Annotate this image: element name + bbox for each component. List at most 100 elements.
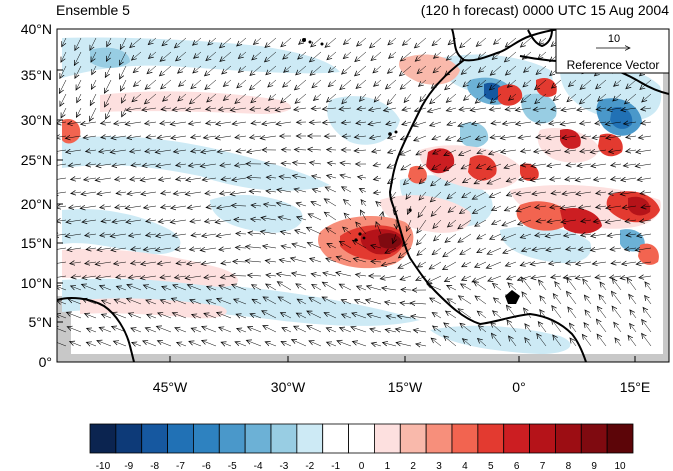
wind-vector bbox=[194, 51, 202, 58]
wind-vector bbox=[504, 163, 517, 168]
wind-vector bbox=[128, 276, 142, 278]
wind-vector bbox=[430, 298, 442, 305]
wind-vector bbox=[446, 51, 457, 60]
wind-vector bbox=[642, 93, 652, 102]
wind-vector bbox=[265, 261, 277, 262]
wind-vector bbox=[143, 285, 157, 291]
wind-vector bbox=[82, 299, 97, 305]
wind-vector bbox=[275, 108, 292, 110]
wind-vector bbox=[535, 206, 547, 208]
wind-vector bbox=[579, 206, 592, 208]
wind-vector bbox=[281, 341, 292, 347]
wind-vector bbox=[202, 178, 217, 180]
wind-vector bbox=[614, 79, 622, 86]
wind-vector bbox=[309, 298, 322, 305]
wind-vector bbox=[611, 262, 622, 263]
wind-vector bbox=[414, 108, 427, 111]
wind-vector bbox=[607, 234, 622, 236]
wind-vector bbox=[643, 307, 652, 319]
wind-vector bbox=[635, 164, 652, 166]
wind-vector bbox=[595, 276, 607, 278]
colorbar-tick-label: -9 bbox=[124, 461, 133, 471]
wind-vector bbox=[505, 37, 517, 47]
wind-vector bbox=[279, 260, 292, 262]
wind-vector bbox=[162, 286, 172, 290]
wind-vector bbox=[447, 285, 457, 291]
wind-vector bbox=[170, 220, 187, 222]
wind-vector bbox=[292, 244, 307, 249]
wind-vector bbox=[122, 107, 126, 117]
wind-vector bbox=[551, 108, 562, 110]
wind-vector bbox=[620, 276, 637, 278]
wind-vector bbox=[389, 51, 397, 58]
wind-vector bbox=[266, 65, 277, 75]
wind-vector bbox=[202, 326, 217, 333]
wind-vector bbox=[250, 136, 262, 138]
wind-vector bbox=[395, 329, 412, 332]
wind-vector bbox=[564, 234, 577, 236]
wind-vector bbox=[628, 335, 637, 347]
wind-vector bbox=[539, 37, 547, 44]
wind-vector bbox=[535, 93, 547, 104]
wind-vector bbox=[101, 314, 112, 318]
wind-vector bbox=[410, 303, 427, 304]
wind-vector bbox=[217, 312, 232, 319]
colorbar-swatch bbox=[477, 423, 505, 454]
wind-vector bbox=[280, 231, 292, 234]
wind-vector bbox=[133, 65, 142, 73]
wind-vector bbox=[299, 37, 307, 44]
wind-vector bbox=[298, 51, 307, 59]
wind-vector bbox=[536, 122, 547, 124]
wind-vector bbox=[536, 136, 547, 138]
wind-vector bbox=[447, 191, 457, 199]
wind-vector bbox=[433, 219, 442, 228]
colorbar-tick-label: 5 bbox=[488, 461, 494, 471]
wind-vector bbox=[67, 122, 82, 124]
wind-vector bbox=[486, 261, 502, 268]
wind-vector bbox=[236, 233, 247, 234]
wind-vector bbox=[552, 306, 562, 319]
wind-vector bbox=[260, 231, 277, 234]
wind-vector bbox=[416, 149, 427, 155]
wind-vector bbox=[264, 204, 277, 206]
wind-vector bbox=[155, 248, 172, 250]
wind-vector bbox=[269, 93, 277, 100]
wind-vector bbox=[400, 149, 412, 155]
wind-vector bbox=[204, 276, 217, 278]
wind-vector bbox=[357, 37, 367, 46]
wind-vector bbox=[610, 276, 622, 278]
wind-vector bbox=[445, 79, 457, 90]
wind-vector bbox=[251, 122, 262, 123]
wind-vector bbox=[215, 136, 232, 138]
wind-vector bbox=[263, 326, 277, 333]
wind-vector bbox=[220, 276, 232, 278]
wind-vector bbox=[417, 247, 427, 255]
wind-vector bbox=[521, 164, 532, 166]
wind-vector bbox=[566, 248, 577, 250]
wind-vector bbox=[370, 37, 382, 48]
wind-vector bbox=[561, 108, 577, 110]
wind-vector bbox=[381, 262, 397, 266]
wind-vector bbox=[246, 246, 262, 248]
wind-vector bbox=[68, 164, 82, 166]
wind-vector bbox=[294, 326, 307, 333]
wind-vector bbox=[260, 136, 277, 138]
wind-vector bbox=[536, 220, 547, 221]
wind-vector bbox=[219, 327, 232, 333]
wind-vector bbox=[562, 192, 577, 194]
wind-vector bbox=[326, 258, 337, 262]
wind-vector bbox=[106, 51, 112, 61]
wind-vector bbox=[472, 191, 487, 199]
wind-vector bbox=[381, 212, 383, 221]
wind-vector bbox=[567, 278, 577, 291]
wind-vector bbox=[191, 79, 202, 89]
wind-vector bbox=[625, 248, 637, 250]
wind-vector bbox=[356, 122, 367, 123]
wind-vector bbox=[507, 320, 517, 333]
wind-vector bbox=[549, 262, 562, 264]
wind-vector bbox=[220, 192, 232, 194]
wind-vector bbox=[611, 291, 622, 305]
wind-vector bbox=[507, 276, 517, 279]
wind-vector bbox=[516, 192, 532, 194]
wind-vector bbox=[414, 135, 427, 141]
